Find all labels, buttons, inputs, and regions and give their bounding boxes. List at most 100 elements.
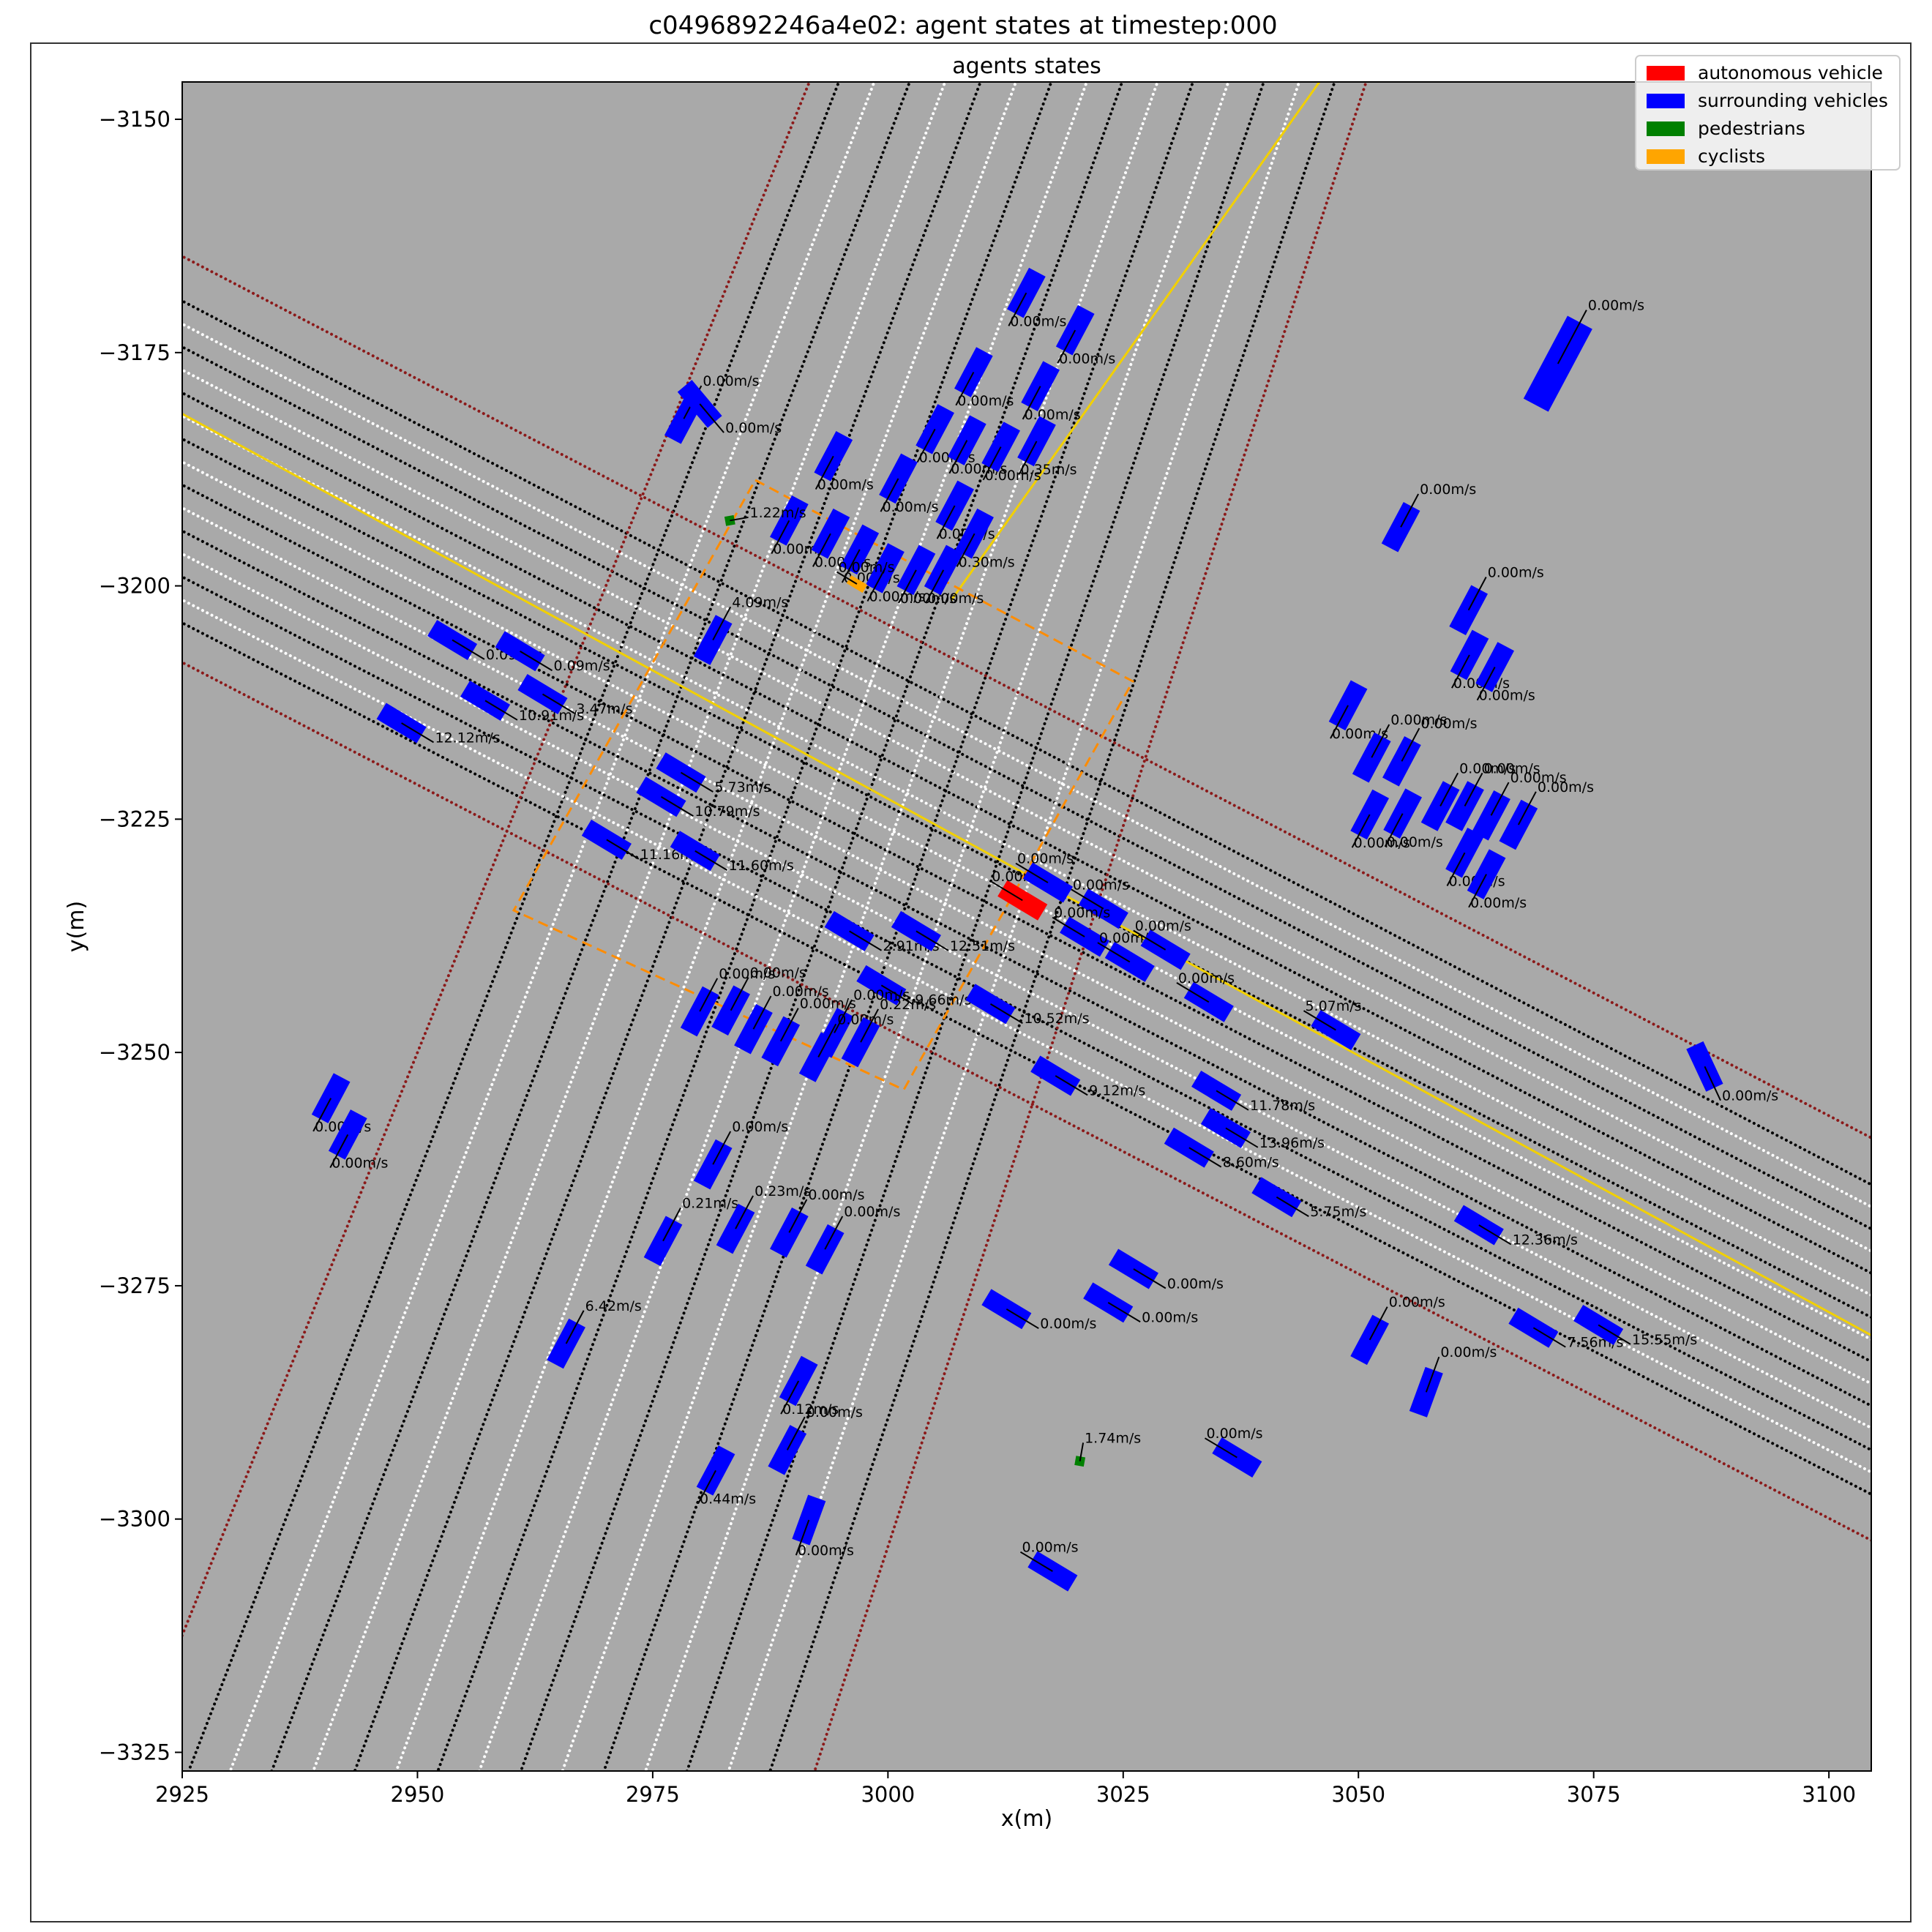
heading-line	[948, 440, 968, 474]
heading-line	[606, 839, 640, 860]
heading-line	[735, 1195, 754, 1229]
agent-box	[1475, 642, 1515, 692]
speed-label: 0.00m/s	[1040, 1316, 1096, 1332]
heading-line	[484, 700, 518, 721]
heading-line	[697, 1469, 716, 1505]
speed-label: 0.00m/s	[1488, 565, 1544, 581]
heading-line	[1400, 493, 1420, 528]
agent-box	[924, 544, 963, 596]
heading-line	[780, 1380, 800, 1415]
legend-label: cyclists	[1698, 146, 1765, 167]
agent-box	[1499, 799, 1538, 850]
lane-line	[182, 299, 1871, 1187]
heading-line	[897, 569, 917, 604]
x-tick-label: 3000	[861, 1782, 915, 1807]
plot-frame	[181, 81, 1872, 1772]
heading-line	[329, 1134, 349, 1169]
legend-swatch	[1647, 94, 1685, 108]
heading-line	[730, 977, 749, 1011]
legend-swatch	[1647, 149, 1685, 164]
legend: autonomous vehicle surrounding vehicles pe…	[1635, 55, 1901, 171]
heading-line	[1019, 1551, 1053, 1572]
heading-line	[699, 403, 724, 433]
speed-label: 5.73m/s	[714, 779, 771, 795]
speed-label: 0.00m/s	[1059, 351, 1115, 367]
heading-line	[1188, 1147, 1222, 1168]
x-tick-label: 2925	[155, 1782, 209, 1807]
crosswalk-outline	[512, 478, 1135, 1091]
speed-label: 4.09m/s	[732, 594, 788, 610]
speed-label: 0.00m/s	[1178, 970, 1235, 986]
heading-line	[860, 1008, 879, 1043]
speed-label: 0.00m/s	[1390, 712, 1447, 728]
heading-line	[925, 569, 945, 604]
heading-line	[1439, 772, 1459, 806]
heading-line	[312, 1098, 332, 1132]
legend-label: pedestrians	[1698, 118, 1805, 139]
heading-line	[982, 446, 1002, 481]
heading-line	[1517, 791, 1537, 825]
heading-line	[955, 372, 975, 406]
heading-line	[834, 999, 853, 1033]
agent-box	[965, 984, 1016, 1025]
heading-line	[565, 1310, 585, 1344]
agents: 0.00m/s0.00m/s0.00m/s0.00m/s0.00m/s0.00m…	[311, 267, 1778, 1592]
speed-label: 0.00m/s	[1054, 905, 1110, 921]
speed-label: 0.00m/s	[808, 1187, 864, 1203]
lane-line	[727, 82, 1301, 1771]
speed-label: 0.00m/s	[844, 1204, 900, 1220]
heading-line	[880, 984, 914, 1006]
heading-line	[849, 930, 883, 951]
legend-swatch	[1647, 66, 1685, 80]
agent-box	[1383, 788, 1423, 839]
lane-line	[182, 368, 1871, 1253]
heading-line	[1133, 929, 1167, 951]
lane-line	[643, 82, 1230, 1771]
heading-line	[1303, 1010, 1336, 1031]
speed-label: 0.00m/s	[1206, 1426, 1262, 1442]
heading-line	[680, 771, 714, 793]
heading-line	[1057, 329, 1077, 364]
speed-label: 0.00m/s	[1479, 688, 1535, 704]
speed-label: 1.22m/s	[750, 505, 806, 521]
legend-box	[1635, 55, 1901, 171]
x-tick-label: 2950	[391, 1782, 445, 1807]
heading-line	[1464, 772, 1483, 806]
agent-box	[1686, 1041, 1723, 1092]
speed-label: 0.00m/s	[1387, 834, 1443, 850]
speed-label: 0.00m/s	[957, 393, 1014, 409]
speed-label: 10.91m/s	[519, 708, 584, 724]
speed-label: 0.22m/s	[880, 997, 936, 1013]
speed-label: 0.00m/s	[1459, 760, 1516, 776]
speed-label: 0.00m/s	[1510, 770, 1567, 786]
agent-box	[814, 431, 853, 482]
speed-label: 3.47m/s	[576, 701, 632, 717]
legend-swatch	[1647, 121, 1685, 136]
heading-line	[1071, 888, 1104, 910]
heading-line	[916, 428, 936, 463]
speed-label: 8.60m/s	[1223, 1155, 1279, 1171]
speed-label: 0.00m/s	[1073, 877, 1129, 893]
speed-label: 0.12m/s	[782, 1401, 839, 1418]
speed-label: 0.23m/s	[755, 1183, 811, 1199]
speed-label: 1.74m/s	[1085, 1430, 1141, 1446]
speed-label: 0.00m/s	[1420, 482, 1476, 498]
lane-line	[519, 82, 1124, 1771]
heading-line	[1478, 1224, 1512, 1246]
speed-label: 0.00m/s	[750, 965, 806, 981]
heading-line	[880, 478, 899, 512]
lane-line	[394, 82, 1018, 1771]
speed-label: 5.75m/s	[1310, 1204, 1366, 1220]
speed-label: 12.51m/s	[950, 938, 1015, 954]
speed-label: 0.00m/s	[1588, 298, 1644, 314]
heading-line	[660, 795, 694, 817]
speed-label: 0.44m/s	[700, 1491, 756, 1508]
speed-label: 5.07m/s	[1305, 998, 1361, 1014]
heading-line	[916, 930, 949, 951]
figure-frame	[30, 42, 1912, 1922]
heading-line	[1384, 813, 1404, 847]
heading-line	[1276, 1196, 1309, 1218]
agent-box	[1021, 361, 1060, 411]
speed-label: 0.09m/s	[554, 658, 610, 674]
